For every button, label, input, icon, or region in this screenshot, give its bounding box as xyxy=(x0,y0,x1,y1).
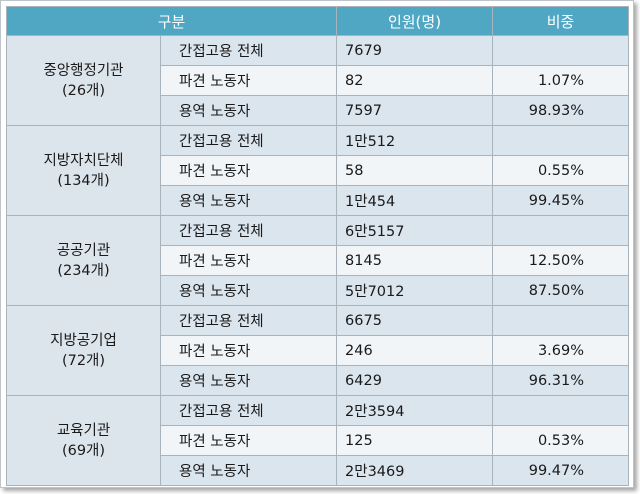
people-cell: 82 xyxy=(336,65,494,96)
people-cell: 6만5157 xyxy=(336,215,494,246)
people-cell: 2만3594 xyxy=(336,395,494,426)
category-cell: 파견 노동자 xyxy=(159,425,338,456)
group-cell: 교육기관 (69개) xyxy=(6,395,161,486)
header-people: 인원(명) xyxy=(336,6,494,36)
table-row: 공공기관 (234개) 간접고용 전체 6만5157 xyxy=(6,215,630,306)
people-cell: 58 xyxy=(336,155,494,186)
table-row: 파견 노동자 246 3.69% xyxy=(7,335,630,366)
ratio-cell: 98.93% xyxy=(492,95,630,126)
people-cell: 246 xyxy=(336,335,494,366)
group-name: 지방공기업 xyxy=(50,332,117,349)
group-name: 지방자치단체 xyxy=(43,152,124,169)
people-cell: 2만3469 xyxy=(336,455,494,486)
table-frame: 구분 인원(명) 비중 중앙행정기관 (26개) 간접고용 전체 7679 파견 노동자… xyxy=(0,0,634,488)
category-cell: 파견 노동자 xyxy=(159,245,338,276)
category-cell: 간접고용 전체 xyxy=(159,215,338,246)
ratio-cell xyxy=(492,215,630,246)
category-cell: 용역 노동자 xyxy=(159,185,338,216)
ratio-cell: 1.07% xyxy=(492,65,630,96)
category-cell: 용역 노동자 xyxy=(159,365,338,396)
ratio-cell xyxy=(492,395,630,426)
group-cell: 공공기관 (234개) xyxy=(6,215,161,306)
people-cell: 6675 xyxy=(336,305,494,336)
group-name: 중앙행정기관 xyxy=(43,62,124,79)
group-count: (234개) xyxy=(57,262,110,279)
category-cell: 파견 노동자 xyxy=(159,155,338,186)
category-cell: 간접고용 전체 xyxy=(159,35,338,66)
people-cell: 5만7012 xyxy=(336,275,494,306)
group-name: 공공기관 xyxy=(56,242,111,259)
table-row: 용역 노동자 2만3469 99.47% xyxy=(7,455,630,486)
ratio-cell: 96.31% xyxy=(492,365,630,396)
group-name: 교육기관 xyxy=(56,422,111,439)
group-cell: 지방자치단체 (134개) xyxy=(6,125,161,216)
table-row: 지방자치단체 (134개) 간접고용 전체 1만512 xyxy=(6,125,630,216)
group-cell: 중앙행정기관 (26개) xyxy=(6,35,161,126)
group-count: (69개) xyxy=(61,442,106,459)
ratio-cell: 0.53% xyxy=(492,425,630,456)
category-cell: 용역 노동자 xyxy=(159,95,338,126)
category-cell: 파견 노동자 xyxy=(159,65,338,96)
category-cell: 용역 노동자 xyxy=(159,455,338,486)
header-row: 구분 인원(명) 비중 xyxy=(5,6,630,36)
table-row: 파견 노동자 125 0.53% xyxy=(7,425,630,456)
header-ratio: 비중 xyxy=(492,6,630,36)
ratio-cell xyxy=(492,305,630,336)
table-row: 파견 노동자 58 0.55% xyxy=(7,155,630,186)
ratio-cell xyxy=(492,125,630,156)
group-count: (72개) xyxy=(61,352,106,369)
category-cell: 간접고용 전체 xyxy=(159,125,338,156)
category-cell: 용역 노동자 xyxy=(159,275,338,306)
ratio-cell xyxy=(492,35,630,66)
group-cell: 지방공기업 (72개) xyxy=(6,305,161,396)
category-cell: 간접고용 전체 xyxy=(159,305,338,336)
table-row: 용역 노동자 1만454 99.45% xyxy=(7,185,630,216)
table-row: 교육기관 (69개) 간접고용 전체 2만3594 xyxy=(6,395,630,486)
category-cell: 파견 노동자 xyxy=(159,335,338,366)
group-count: (134개) xyxy=(57,172,110,189)
group-count: (26개) xyxy=(61,82,106,99)
table-row: 파견 노동자 82 1.07% xyxy=(7,65,630,96)
ratio-cell: 0.55% xyxy=(492,155,630,186)
people-cell: 6429 xyxy=(336,365,494,396)
ratio-cell: 3.69% xyxy=(492,335,630,366)
people-cell: 7597 xyxy=(336,95,494,126)
ratio-cell: 99.45% xyxy=(492,185,630,216)
people-cell: 1만454 xyxy=(336,185,494,216)
table-row: 용역 노동자 7597 98.93% xyxy=(7,95,630,126)
people-cell: 125 xyxy=(336,425,494,456)
ratio-cell: 12.50% xyxy=(492,245,630,276)
category-cell: 간접고용 전체 xyxy=(159,395,338,426)
header-category: 구분 xyxy=(5,6,338,36)
ratio-cell: 99.47% xyxy=(492,455,630,486)
people-cell: 7679 xyxy=(336,35,494,66)
people-cell: 8145 xyxy=(336,245,494,276)
table-row: 중앙행정기관 (26개) 간접고용 전체 7679 xyxy=(6,35,630,126)
table-body: 중앙행정기관 (26개) 간접고용 전체 7679 파견 노동자 82 1.07% 용역 노동… xyxy=(6,35,630,486)
table-row: 용역 노동자 6429 96.31% xyxy=(7,365,630,396)
people-cell: 1만512 xyxy=(336,125,494,156)
employment-table: 구분 인원(명) 비중 중앙행정기관 (26개) 간접고용 전체 7679 파견 노동자… xyxy=(5,6,630,486)
table-row: 파견 노동자 8145 12.50% xyxy=(7,245,630,276)
table-row: 지방공기업 (72개) 간접고용 전체 6675 xyxy=(6,305,630,396)
ratio-cell: 87.50% xyxy=(492,275,630,306)
